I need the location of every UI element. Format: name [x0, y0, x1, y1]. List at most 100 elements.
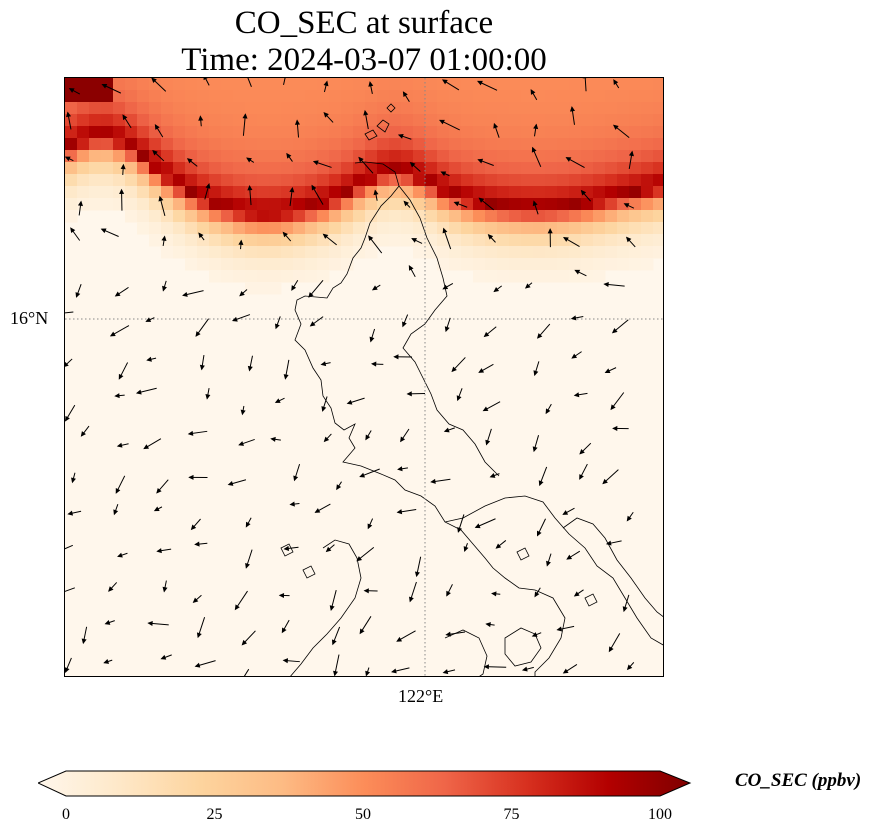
wind-arrow-head: [442, 669, 449, 675]
wind-arrow: [243, 668, 250, 676]
wind-arrow-head: [161, 235, 167, 242]
wind-arrow-head: [289, 186, 295, 193]
map-title-line2: Time: 2024-03-07 01:00:00: [181, 42, 547, 78]
wind-arrow-head: [359, 472, 366, 478]
wind-arrow-head: [119, 188, 125, 194]
wind-arrow-head: [227, 481, 234, 486]
wind-arrow-head: [146, 356, 152, 362]
wind-arrow-head: [77, 200, 83, 207]
wind-arrow-head: [114, 393, 120, 399]
map-panel[interactable]: [64, 77, 664, 677]
wind-arrow-head: [198, 232, 204, 239]
wind-arrow-head: [282, 658, 289, 664]
wind-arrow-head: [442, 284, 449, 290]
wind-arrow-head: [245, 562, 250, 569]
wind-arrow-head: [485, 439, 491, 446]
wind-arrow-head: [65, 667, 70, 674]
wind-arrow-head: [246, 157, 252, 163]
wind-arrow-head: [242, 113, 248, 119]
wind-arrow-head: [108, 586, 114, 592]
wind-arrow-head: [247, 365, 253, 372]
wind-arrow-head: [104, 620, 111, 625]
wind-arrow: [65, 587, 75, 592]
wind-arrow-head: [610, 404, 616, 411]
colorbar-bar: [38, 770, 692, 797]
wind-arrow-head: [100, 228, 107, 234]
wind-arrow-head: [234, 604, 240, 611]
co-concentration-field: [65, 78, 663, 295]
wind-arrow-head: [323, 436, 330, 443]
wind-arrow-head: [114, 291, 121, 297]
wind-arrow-head: [612, 425, 618, 431]
wind-arrow-head: [456, 395, 462, 402]
wind-arrow-head: [147, 620, 153, 627]
wind-arrow-head: [346, 399, 353, 405]
wind-arrow-head: [443, 427, 450, 433]
wind-arrow-head: [312, 160, 319, 166]
wind-arrow-head: [322, 233, 329, 239]
wind-arrow-head: [546, 560, 551, 567]
wind-arrow-head: [198, 115, 204, 121]
wind-arrow-head: [571, 353, 578, 359]
wind-arrow-head: [329, 605, 335, 611]
wind-arrow-head: [531, 632, 538, 637]
wind-arrow-head: [238, 239, 244, 246]
lat-tick-label: 16°N: [10, 308, 49, 328]
wind-arrow-head: [71, 477, 76, 484]
wind-arrow-head: [532, 200, 538, 207]
wind-arrow-head: [562, 668, 569, 674]
wind-arrow-head: [463, 546, 469, 552]
wind-arrow-head: [247, 185, 253, 191]
colorbar-tick-label: 50: [355, 806, 371, 823]
wind-arrow-head: [120, 163, 126, 170]
wind-arrow-head: [396, 636, 403, 642]
wind-arrow-head: [530, 89, 536, 95]
wind-arrow-head: [356, 556, 363, 562]
wind-arrow-head: [122, 114, 128, 121]
wind-arrow-head: [371, 285, 378, 291]
wind-arrow-head: [373, 189, 379, 196]
wind-arrow-head: [365, 670, 371, 676]
map-canvas: [65, 78, 663, 676]
wind-arrow-head: [283, 545, 290, 551]
wind-arrow-head: [430, 478, 436, 484]
wind-arrow-head: [478, 197, 485, 203]
wind-arrow-head: [402, 321, 407, 328]
wind-arrow-head: [270, 436, 276, 442]
wind-arrow-head: [569, 106, 576, 112]
wind-arrow-head: [603, 282, 609, 288]
wind-arrow-head: [483, 331, 490, 338]
colorbar-title: CO_SEC (ppbv): [735, 770, 862, 791]
wind-arrow-head: [625, 236, 632, 243]
wind-arrow-head: [397, 133, 404, 139]
wind-arrow-head: [194, 541, 200, 547]
wind-arrow-head: [536, 530, 542, 537]
wind-arrow-head: [391, 668, 397, 674]
wind-arrow-head: [604, 368, 611, 374]
wind-arrow-head: [478, 368, 485, 373]
wind-arrow-head: [622, 606, 628, 613]
wind-arrow-head: [489, 473, 496, 478]
wind-arrow-head: [626, 515, 632, 522]
wind-arrow-head: [336, 484, 342, 491]
wind-arrow-head: [573, 591, 580, 597]
wind-arrow-head: [566, 554, 573, 560]
colorbar-tick-label: 100: [648, 806, 672, 823]
wind-arrow-head: [441, 79, 448, 85]
map-title-line1: CO_SEC at surface: [234, 5, 494, 41]
wind-arrow-head: [162, 586, 168, 593]
wind-arrow-head: [545, 408, 551, 415]
wind-arrow-head: [474, 523, 481, 529]
wind-arrow-head: [368, 81, 374, 87]
wind-arrow-head: [331, 639, 337, 646]
wind-arrow-head: [308, 292, 314, 298]
wind-arrow-head: [565, 157, 572, 162]
wind-arrow-head: [158, 195, 164, 202]
wind-arrow-head: [293, 475, 299, 482]
wind-arrow-head: [156, 548, 162, 554]
wind-arrow-head: [231, 316, 238, 322]
wind-arrow-head: [283, 374, 289, 380]
wind-arrow-head: [573, 392, 580, 398]
coastline-panay: [444, 629, 488, 676]
wind-arrow-head: [602, 478, 608, 485]
